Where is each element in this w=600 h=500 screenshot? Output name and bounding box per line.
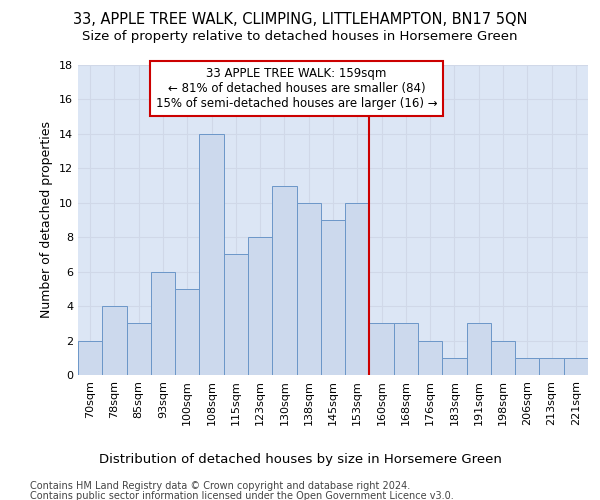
- Bar: [539, 358, 564, 375]
- Text: 33, APPLE TREE WALK, CLIMPING, LITTLEHAMPTON, BN17 5QN: 33, APPLE TREE WALK, CLIMPING, LITTLEHAM…: [73, 12, 527, 28]
- Bar: [321, 220, 345, 375]
- Bar: [296, 203, 321, 375]
- Text: Contains public sector information licensed under the Open Government Licence v3: Contains public sector information licen…: [30, 491, 454, 500]
- Bar: [370, 324, 394, 375]
- Bar: [102, 306, 127, 375]
- Bar: [224, 254, 248, 375]
- Bar: [199, 134, 224, 375]
- Bar: [248, 237, 272, 375]
- Text: Distribution of detached houses by size in Horsemere Green: Distribution of detached houses by size …: [98, 452, 502, 466]
- Bar: [345, 203, 370, 375]
- Bar: [394, 324, 418, 375]
- Text: Contains HM Land Registry data © Crown copyright and database right 2024.: Contains HM Land Registry data © Crown c…: [30, 481, 410, 491]
- Text: Size of property relative to detached houses in Horsemere Green: Size of property relative to detached ho…: [82, 30, 518, 43]
- Bar: [272, 186, 296, 375]
- Bar: [151, 272, 175, 375]
- Bar: [467, 324, 491, 375]
- Bar: [418, 340, 442, 375]
- Y-axis label: Number of detached properties: Number of detached properties: [40, 122, 53, 318]
- Bar: [442, 358, 467, 375]
- Text: 33 APPLE TREE WALK: 159sqm
← 81% of detached houses are smaller (84)
15% of semi: 33 APPLE TREE WALK: 159sqm ← 81% of deta…: [156, 66, 437, 110]
- Bar: [78, 340, 102, 375]
- Bar: [491, 340, 515, 375]
- Bar: [515, 358, 539, 375]
- Bar: [564, 358, 588, 375]
- Bar: [175, 289, 199, 375]
- Bar: [127, 324, 151, 375]
